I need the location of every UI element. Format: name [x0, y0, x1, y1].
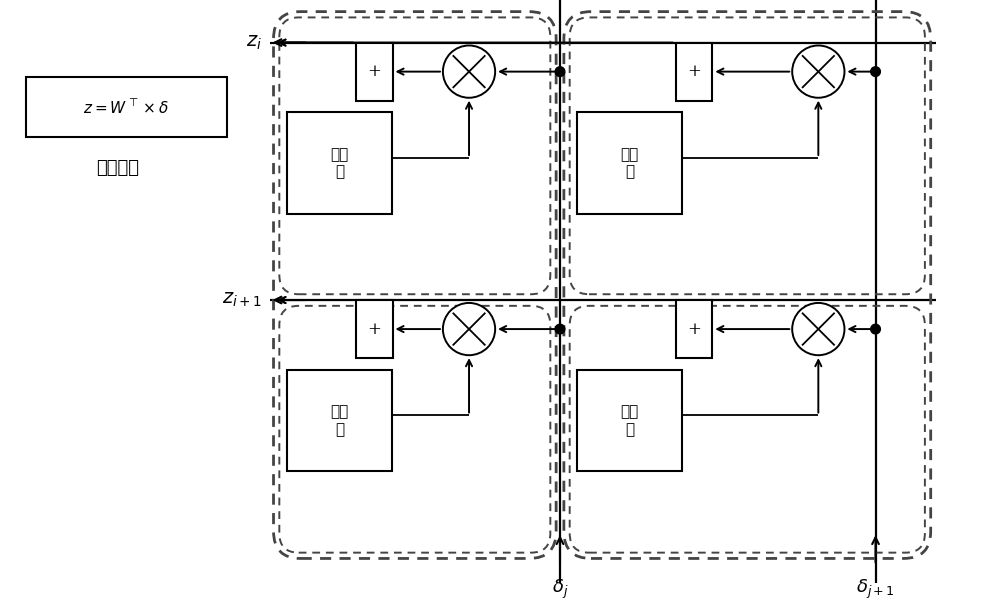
Text: 权重
值: 权重 值	[621, 405, 639, 436]
Text: 权重
值: 权重 值	[330, 147, 348, 179]
Text: +: +	[367, 321, 381, 338]
Text: +: +	[687, 63, 701, 80]
Bar	[356, 43, 393, 101]
Text: $z_{i+1}$: $z_{i+1}$	[222, 291, 262, 309]
Bar	[577, 370, 682, 471]
Bar	[356, 300, 393, 358]
Text: 权重
值: 权重 值	[621, 147, 639, 179]
Bar	[287, 112, 392, 214]
Text: $z_i$: $z_i$	[246, 34, 262, 52]
Circle shape	[792, 46, 844, 98]
Circle shape	[555, 67, 565, 76]
Circle shape	[443, 46, 495, 98]
Circle shape	[555, 324, 565, 334]
Text: 后向传递: 后向传递	[96, 160, 139, 178]
Text: $\delta_{j+1}$: $\delta_{j+1}$	[856, 578, 895, 601]
Text: +: +	[367, 63, 381, 80]
Circle shape	[871, 324, 880, 334]
Circle shape	[871, 67, 880, 76]
FancyBboxPatch shape	[26, 78, 227, 137]
Bar	[577, 112, 682, 214]
Bar	[676, 43, 712, 101]
Bar	[287, 370, 392, 471]
Bar	[676, 300, 712, 358]
Text: 权重
值: 权重 值	[330, 405, 348, 436]
Text: +: +	[687, 321, 701, 338]
Circle shape	[443, 303, 495, 355]
Circle shape	[792, 303, 844, 355]
Text: $z = W^\top \times \delta$: $z = W^\top \times \delta$	[83, 98, 170, 117]
Text: $\delta_j$: $\delta_j$	[552, 578, 568, 601]
